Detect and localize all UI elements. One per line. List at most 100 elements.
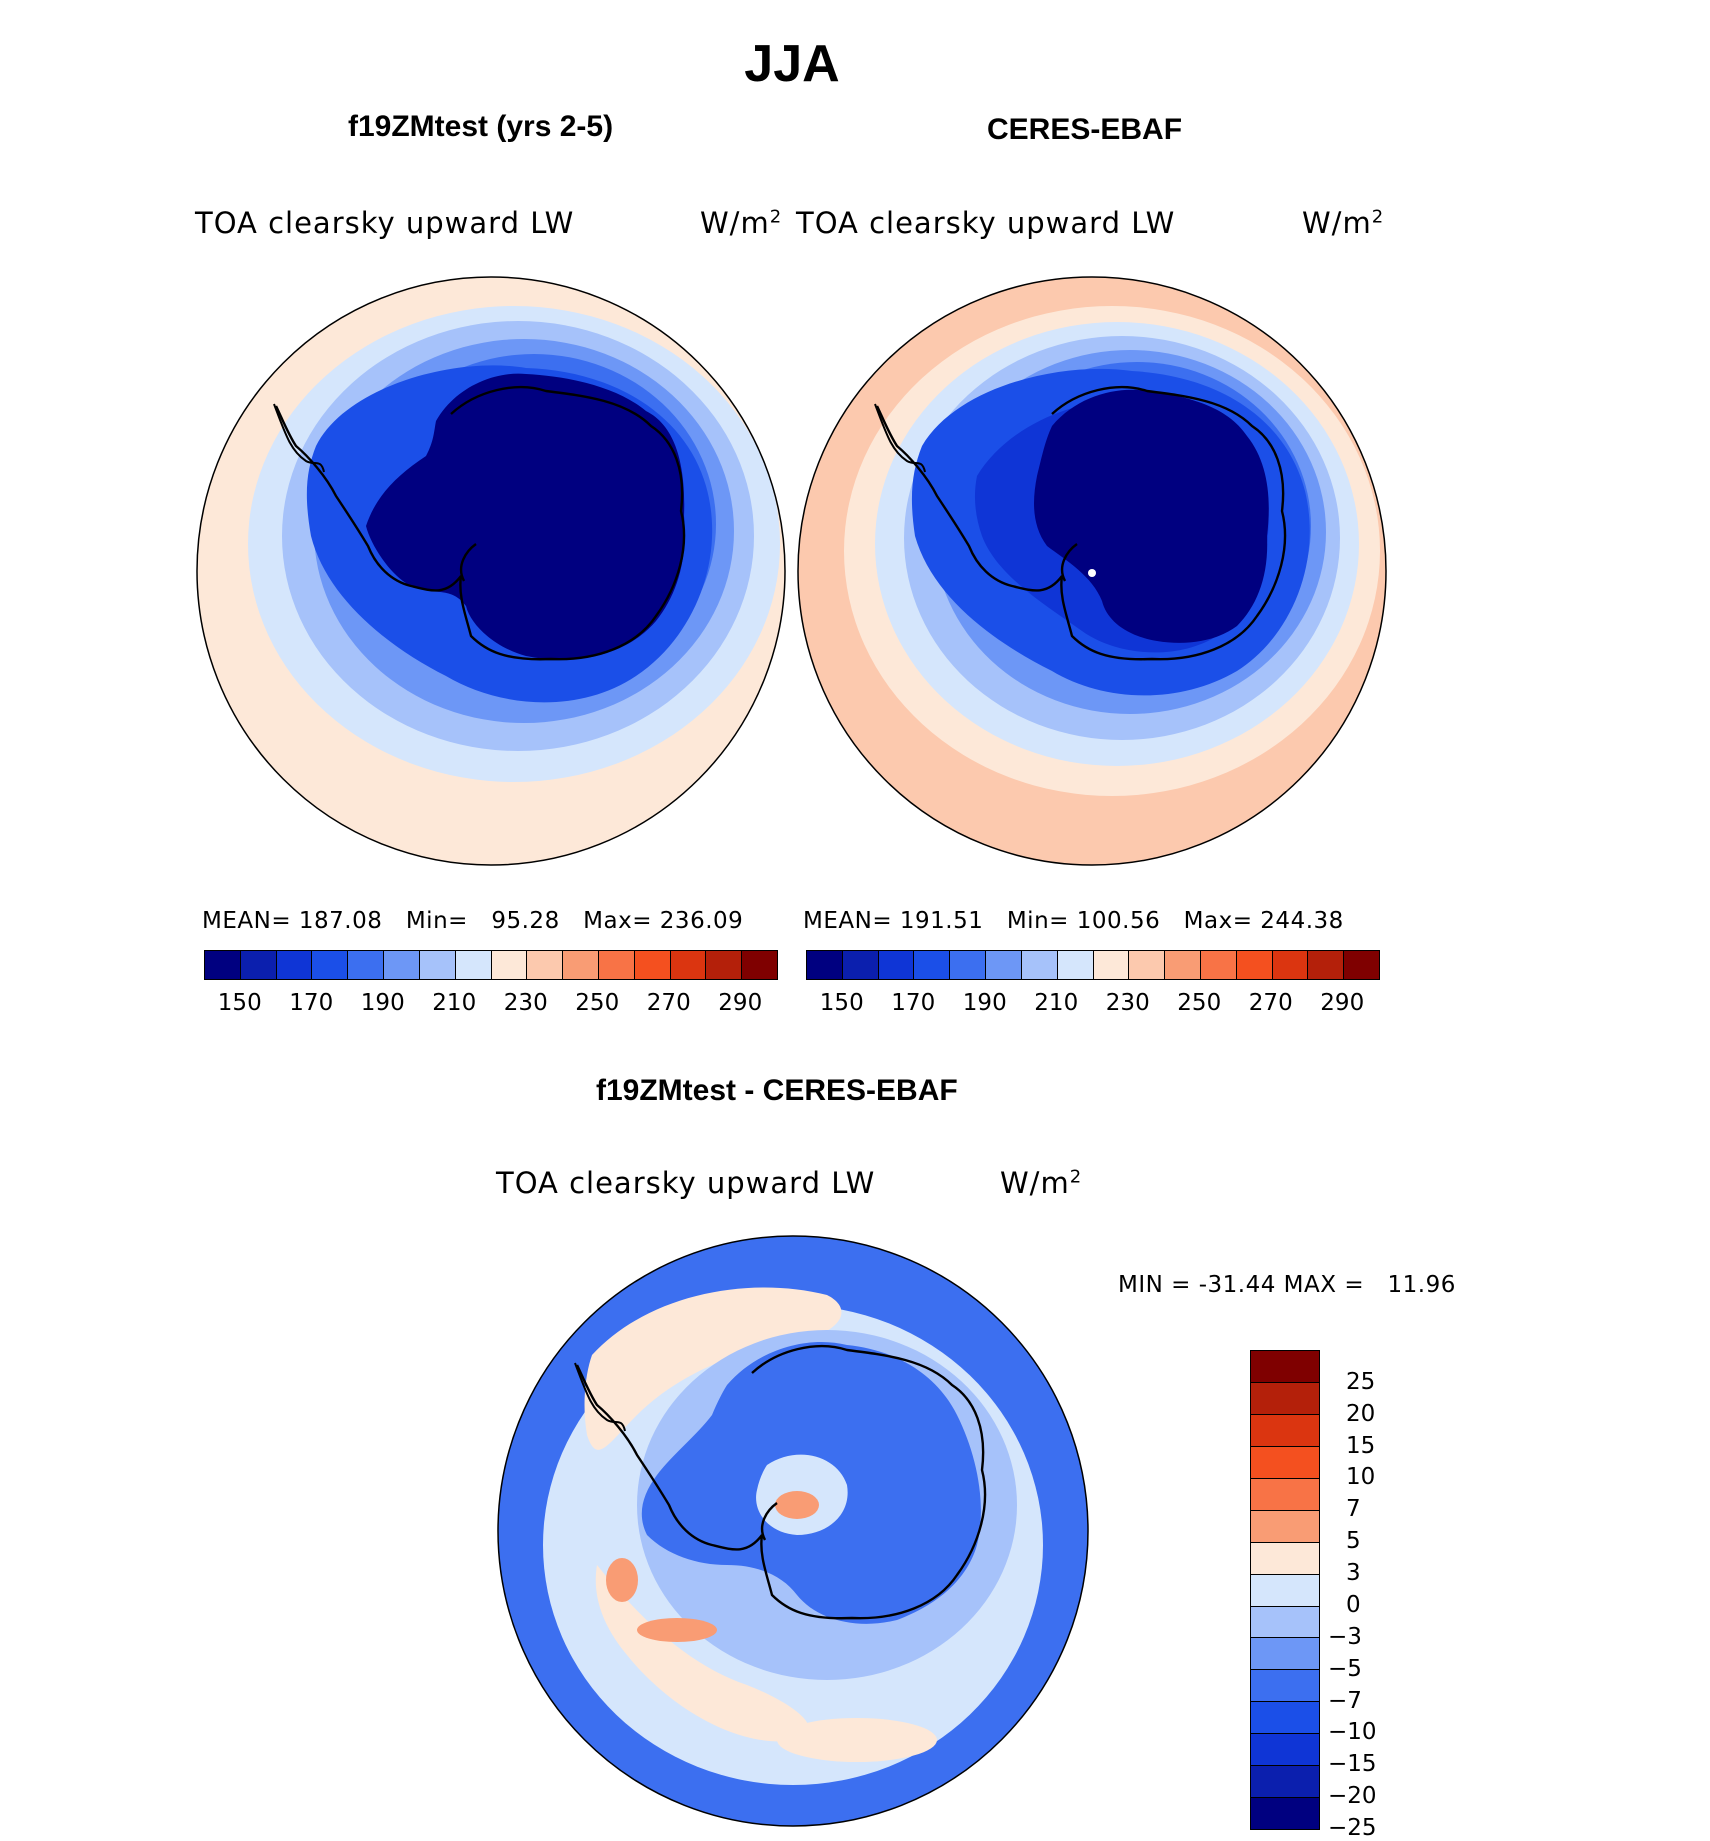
main-title: JJA [744, 35, 840, 93]
diff-colorbar-ticks: 25 20 15 10 7 5 3 0 −3 −5 −7 −10 −15 −20 −25 [1328, 1350, 1418, 1841]
positive-anomaly [606, 1558, 638, 1602]
colorbar-swatch [1165, 951, 1201, 979]
obs-units-label: W/m2 [1302, 206, 1385, 240]
map-boundary [196, 276, 786, 866]
colorbar-tick-label: 3 [1346, 1560, 1361, 1587]
peninsula-coast [273, 403, 325, 473]
colorbar-swatch [706, 951, 743, 979]
colorbar-tick-label: −7 [1328, 1687, 1362, 1714]
colorbar-swatch [1272, 951, 1309, 979]
diff-minmax: MIN = -31.44 MAX = 11.96 [1118, 1272, 1456, 1298]
colorbar-swatch [1251, 1702, 1319, 1735]
colorbar-tick-label: 20 [1346, 1400, 1376, 1427]
colorbar-swatch [1236, 951, 1273, 979]
colorbar-tick-label: 10 [1346, 1464, 1376, 1491]
colorbar-swatch [276, 951, 313, 979]
colorbar-swatch [419, 951, 456, 979]
peninsula-coast [874, 403, 926, 473]
colorbar-tick-label: 170 [891, 990, 936, 1016]
colorbar-swatch [598, 951, 635, 979]
colorbar-tick-label: −15 [1328, 1751, 1377, 1778]
colorbar-swatch [1251, 1478, 1319, 1511]
positive-anomaly [595, 1565, 809, 1742]
model-panel-title: f19ZMtest (yrs 2-5) [348, 110, 614, 143]
positive-anomaly [637, 1618, 717, 1642]
colorbar-swatch [878, 951, 915, 979]
colorbar-tick-label: −20 [1328, 1783, 1377, 1810]
colorbar-swatch [914, 951, 951, 979]
diff-variable-label: TOA clearsky upward LW [496, 1166, 876, 1200]
diff-polar-map [497, 1235, 1089, 1827]
diff-panel-title: f19ZMtest - CERES-EBAF [596, 1074, 958, 1107]
colorbar-swatch [1129, 951, 1166, 979]
colorbar-swatch [1251, 1798, 1319, 1830]
map-boundary [797, 276, 1387, 866]
colorbar-swatch [1251, 1670, 1319, 1703]
obs-polar-map [797, 276, 1387, 866]
colorbar-swatch [527, 951, 564, 979]
model-variable-label: TOA clearsky upward LW [195, 206, 575, 240]
colorbar-tick-label: 5 [1346, 1528, 1361, 1555]
colorbar-swatch [986, 951, 1022, 979]
colorbar-tick-label: 290 [718, 990, 763, 1016]
colorbar-swatch [1251, 1542, 1319, 1575]
pole-marker [1088, 569, 1096, 577]
colorbar-swatch [205, 951, 241, 979]
colorbar-tick-label: 170 [289, 990, 334, 1016]
obs-panel-title: CERES-EBAF [987, 113, 1183, 146]
colorbar-tick-label: 270 [646, 990, 691, 1016]
colorbar-swatch [240, 951, 277, 979]
colorbar-tick-label: 250 [575, 990, 620, 1016]
model-units-label: W/m2 [700, 206, 783, 240]
colorbar-swatch [634, 951, 671, 979]
antarctica-interior [1034, 389, 1269, 643]
colorbar-tick-label: 230 [503, 990, 548, 1016]
colorbar-tick-label: 250 [1177, 990, 1222, 1016]
positive-anomaly [777, 1718, 937, 1762]
peninsula-coast [574, 1362, 626, 1432]
obs-colorbar-ticks: 150 170 190 210 230 250 270 290 [806, 990, 1378, 1020]
colorbar-tick-label: −25 [1328, 1815, 1377, 1841]
colorbar-tick-label: 150 [819, 990, 864, 1016]
colorbar-swatch [950, 951, 987, 979]
colorbar-tick-label: 210 [432, 990, 477, 1016]
coastline [274, 385, 686, 661]
colorbar-tick-label: −5 [1328, 1655, 1362, 1682]
colorbar-swatch [312, 951, 349, 979]
colorbar-swatch [491, 951, 528, 979]
colorbar-swatch [1251, 1351, 1319, 1383]
colorbar-swatch [1251, 1606, 1319, 1639]
colorbar-swatch [670, 951, 707, 979]
colorbar-tick-label: 210 [1034, 990, 1079, 1016]
colorbar-swatch [455, 951, 492, 979]
model-colorbar-ticks: 150 170 190 210 230 250 270 290 [204, 990, 776, 1020]
colorbar-tick-label: 290 [1320, 990, 1365, 1016]
colorbar-swatch [1344, 951, 1379, 979]
coastline [875, 385, 1287, 661]
diff-units-label: W/m2 [1000, 1166, 1083, 1200]
colorbar-swatch [1093, 951, 1130, 979]
colorbar-tick-label: 230 [1105, 990, 1150, 1016]
colorbar-swatch [1251, 1414, 1319, 1447]
diff-colorbar [1250, 1350, 1320, 1830]
colorbar-tick-label: 190 [360, 990, 405, 1016]
model-polar-map [196, 276, 786, 866]
positive-anomaly [584, 1287, 842, 1450]
colorbar-tick-label: −3 [1328, 1623, 1362, 1650]
colorbar-swatch [1251, 1734, 1319, 1767]
colorbar-swatch [1021, 951, 1058, 979]
colorbar-swatch [1057, 951, 1094, 979]
pole-anomaly [775, 1491, 819, 1519]
colorbar-swatch [842, 951, 879, 979]
colorbar-swatch [1251, 1574, 1319, 1607]
obs-variable-label: TOA clearsky upward LW [796, 206, 1176, 240]
colorbar-tick-label: 7 [1346, 1496, 1361, 1523]
colorbar-tick-label: 25 [1346, 1368, 1376, 1395]
obs-colorbar [806, 950, 1380, 980]
map-boundary [497, 1235, 1089, 1827]
colorbar-tick-label: 15 [1346, 1432, 1376, 1459]
colorbar-swatch [742, 951, 777, 979]
model-colorbar [204, 950, 778, 980]
colorbar-swatch [807, 951, 843, 979]
colorbar-swatch [384, 951, 420, 979]
